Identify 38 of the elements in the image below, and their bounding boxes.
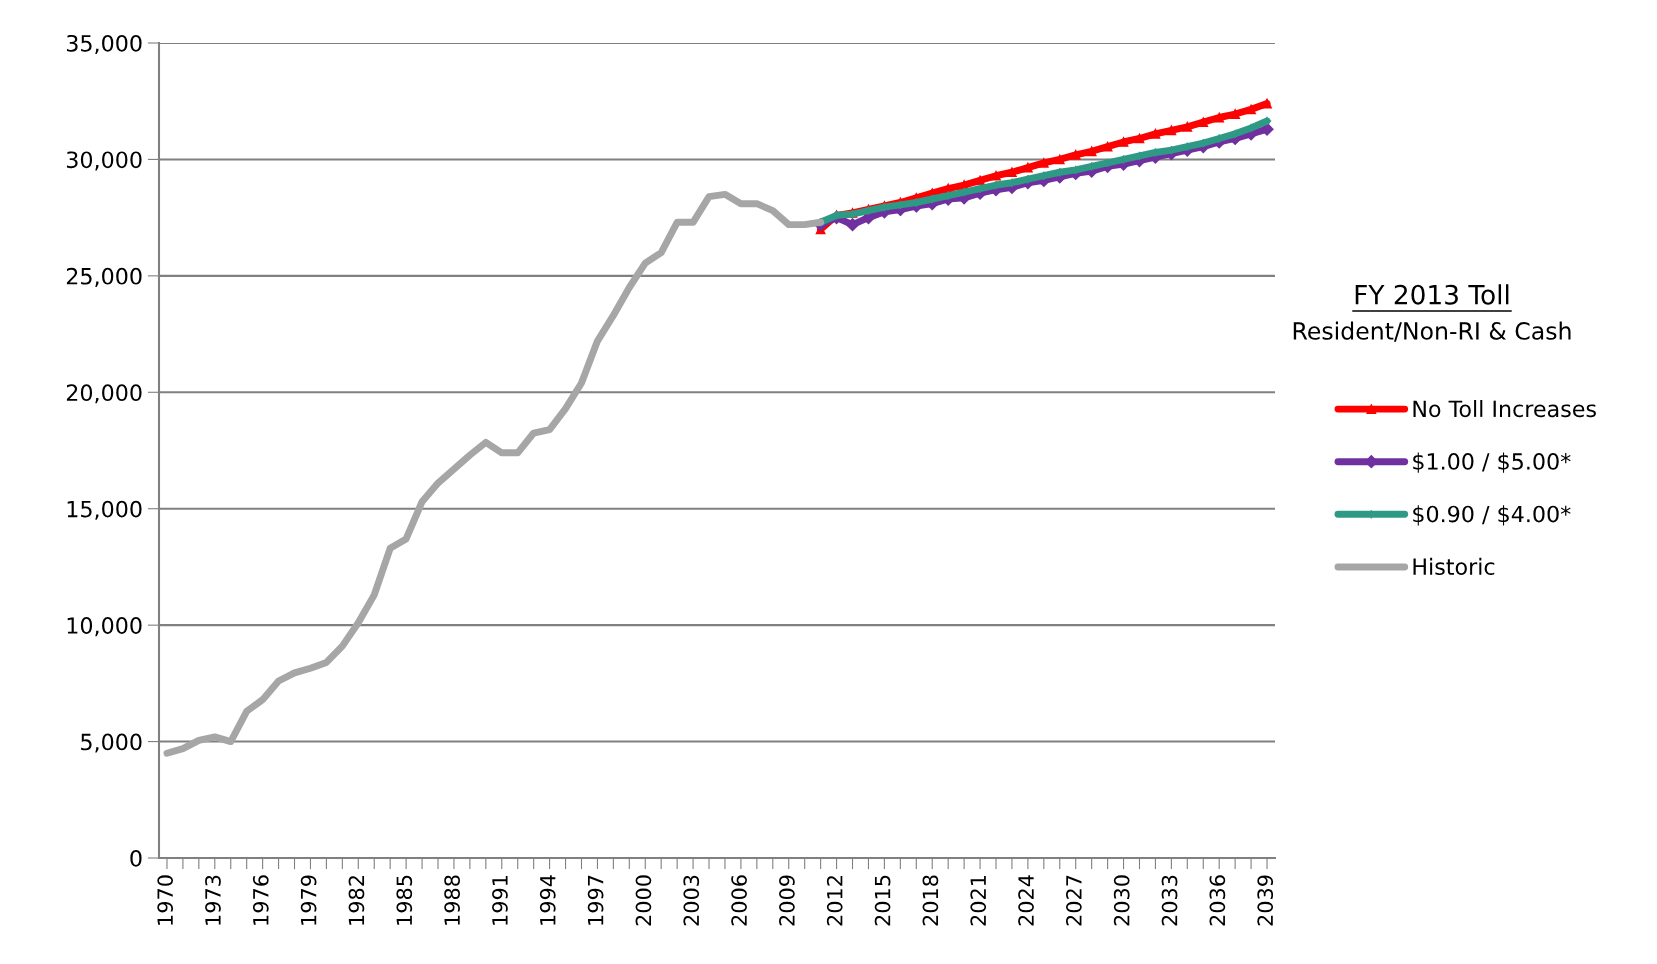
x-tick-label: 1976 <box>252 875 269 925</box>
y-tick-label: 35,000 <box>66 34 142 55</box>
x-tick-label: 1988 <box>444 875 460 925</box>
x-tick-label: 1994 <box>539 875 556 925</box>
x-tick-label: 2018 <box>922 875 939 926</box>
x-tick-label: 2009 <box>779 875 795 926</box>
y-tick-label: 25,000 <box>66 267 142 287</box>
x-tick-label: 1970 <box>157 875 174 925</box>
x-tick-label: 2036 <box>1209 875 1226 926</box>
text: Resident/Non-RI & Cash <box>1293 321 1571 342</box>
x-tick-label: 1985 <box>396 875 413 925</box>
x-tick-label: 2021 <box>970 875 987 926</box>
y-tick-label: 15,000 <box>67 500 142 520</box>
x-tick-label: 1991 <box>492 875 508 925</box>
y-tick-label: 5,000 <box>81 733 142 753</box>
x-tick-label: 2027 <box>1066 875 1082 926</box>
y-tick-label: 30,000 <box>66 151 142 171</box>
y-tick-label: 0 <box>130 849 142 867</box>
y-tick-label: 10,000 <box>67 617 142 637</box>
x-tick-label: 2000 <box>635 875 652 926</box>
x-tick-label: 2003 <box>683 875 700 926</box>
x-tick-label: 2012 <box>826 876 843 926</box>
x-tick-label: 2006 <box>731 875 747 926</box>
x-tick-label: 1979 <box>300 875 317 925</box>
x-tick-label: 1982 <box>348 876 365 925</box>
x-tick-label: 2024 <box>1018 875 1034 926</box>
x-tick-label: 2039 <box>1257 875 1274 926</box>
legend-label: No Toll Increases <box>1413 400 1596 418</box>
legend-label: $1.00 / $5.00* <box>1413 452 1571 473</box>
x-tick-label: 2030 <box>1113 875 1130 926</box>
x-tick-label: 1973 <box>205 875 221 925</box>
legend-label: Historic <box>1413 557 1495 576</box>
y-tick-label: 20,000 <box>66 384 142 404</box>
x-tick-label: 1997 <box>587 875 604 925</box>
legend-label: $0.90 / $4.00* <box>1413 505 1571 526</box>
legend-title: FY 2013 Toll <box>1355 284 1509 305</box>
x-tick-label: 2033 <box>1161 875 1178 926</box>
x-tick-label: 2015 <box>874 875 891 926</box>
